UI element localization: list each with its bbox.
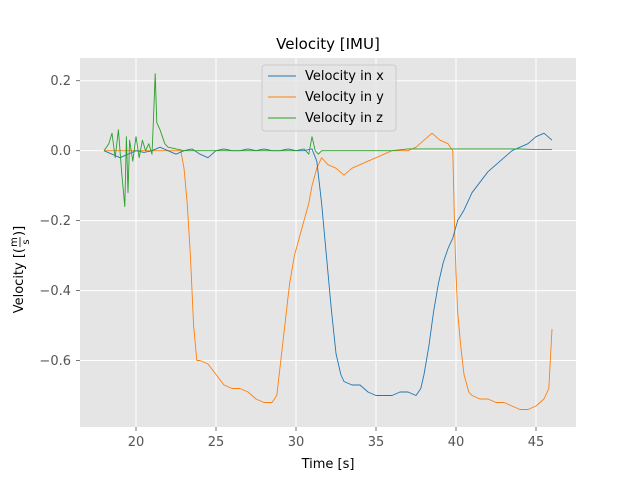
y-tick-label: −0.4 [39,284,71,299]
y-tick-label: −0.6 [39,354,71,369]
x-axis-label: Time [s] [301,457,355,472]
x-tick-label: 25 [208,435,225,450]
y-axis-label-suffix: )] [12,226,27,236]
x-tick-label: 40 [448,435,465,450]
chart-title: Velocity [IMU] [276,35,380,53]
legend-label-y: Velocity in y [305,90,384,105]
x-tick-label: 35 [368,435,385,450]
legend-box [261,64,397,132]
tick-labels: 20 25 30 35 40 45 −0.6 −0.4 −0.2 0.0 0.2 [39,74,544,450]
y-tick-label: 0.0 [50,144,71,159]
legend: Velocity in x Velocity in y Velocity in … [261,64,397,132]
y-axis-label-numerator: m [9,237,20,247]
velocity-y-line [104,132,553,410]
x-tick-label: 45 [528,435,545,450]
legend-label-x: Velocity in x [305,69,384,84]
legend-label-z: Velocity in z [305,111,383,126]
y-tick-label: −0.2 [39,214,71,229]
velocity-z-line [103,73,552,208]
y-axis-label-denominator: s [21,239,32,244]
y-axis-label-prefix: Velocity [( [12,248,27,313]
y-tick-label: 0.2 [50,74,71,89]
velocity-x-line [103,132,553,396]
y-axis-label: Velocity [( m s )] [9,226,32,313]
x-tick-label: 20 [128,435,145,450]
series-lines [103,73,553,410]
x-tick-label: 30 [288,435,305,450]
